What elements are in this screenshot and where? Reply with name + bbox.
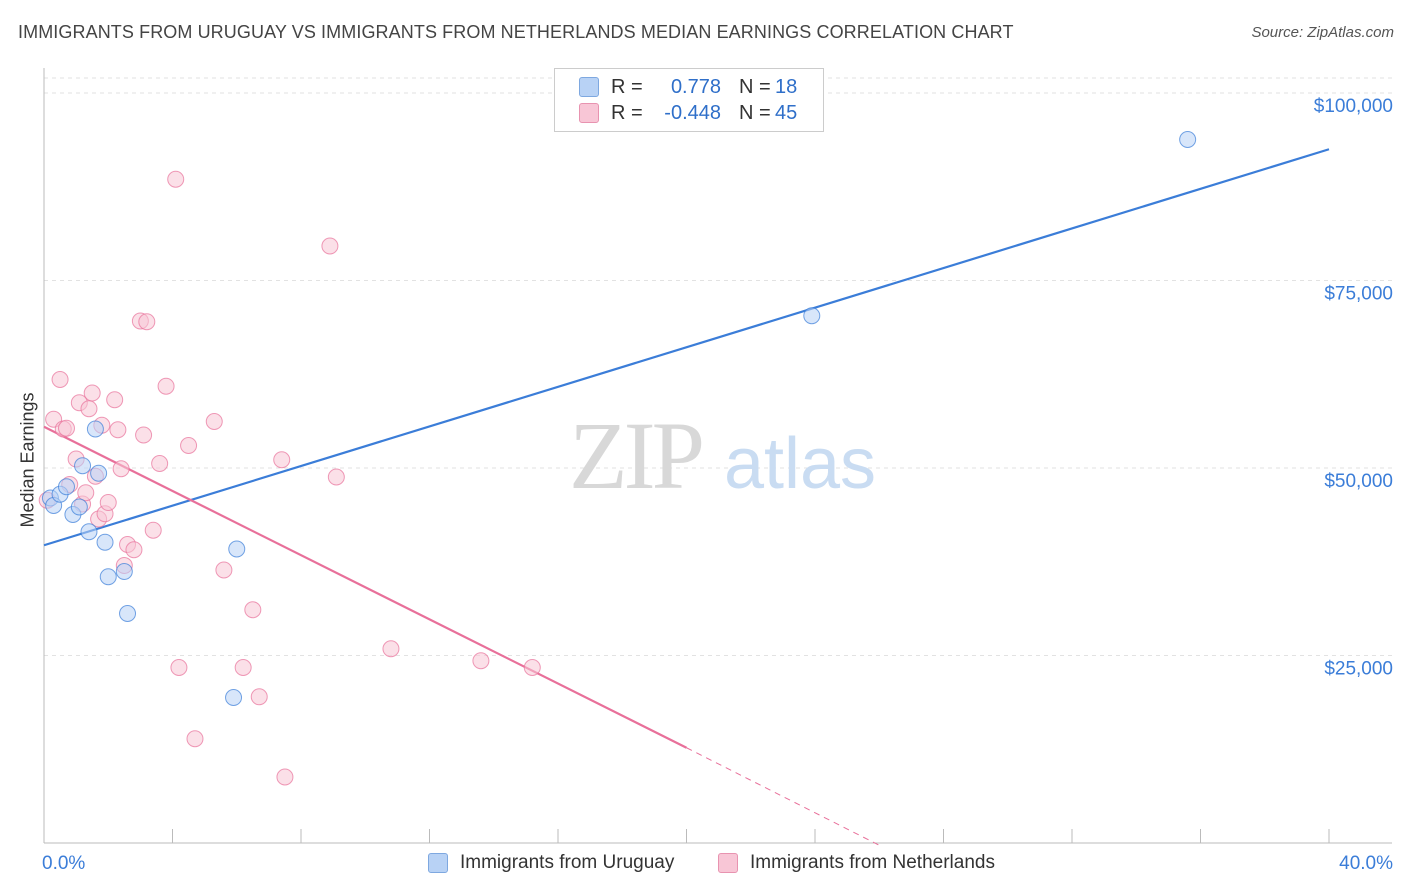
x-tick-label: 0.0%: [42, 853, 85, 874]
series-legend: Immigrants from Uruguay Immigrants from …: [0, 852, 1406, 878]
legend-n-label: N =: [739, 101, 771, 124]
trend-extension-netherlands: [686, 747, 880, 846]
data-point-netherlands: [106, 391, 124, 409]
y-axis-label: Median Earnings: [17, 392, 38, 528]
data-point-uruguay: [80, 523, 98, 541]
data-point-netherlands: [523, 659, 541, 676]
data-point-uruguay: [119, 605, 137, 622]
series-label-netherlands: Immigrants from Netherlands: [750, 852, 995, 873]
y-tick-label: $25,000: [1324, 659, 1393, 680]
series-label-uruguay: Immigrants from Uruguay: [460, 852, 675, 873]
trend-line-netherlands: [43, 425, 687, 749]
data-point-netherlands: [135, 426, 153, 444]
data-point-netherlands: [244, 601, 262, 619]
watermark-zip: ZIP: [569, 402, 702, 509]
legend-n-value: 45: [775, 101, 798, 124]
data-point-netherlands: [99, 494, 117, 511]
data-point-uruguay: [99, 568, 117, 586]
data-point-netherlands: [112, 460, 130, 478]
source-credit: Source: ZipAtlas.com: [1251, 24, 1394, 41]
data-point-netherlands: [250, 688, 268, 706]
data-point-netherlands: [321, 237, 339, 255]
tick-label-layer: $25,000 $50,000 $75,000 $100,000 0.0% 40.0%: [42, 96, 1393, 874]
data-point-netherlands: [80, 400, 98, 418]
y-tick-label: $50,000: [1324, 471, 1393, 492]
data-point-uruguay: [57, 478, 75, 496]
correlation-legend: R = 0.778 N = 18 R = -0.448 N = 45: [554, 68, 824, 132]
data-point-netherlands: [157, 377, 175, 395]
data-point-netherlands: [51, 371, 69, 388]
data-point-netherlands: [138, 313, 156, 331]
legend-r-label: R =: [611, 101, 643, 124]
watermark: ZIP atlas: [569, 402, 876, 509]
legend-swatch-netherlands: [579, 103, 599, 123]
data-point-netherlands: [234, 659, 252, 676]
series-legend-netherlands[interactable]: Immigrants from Netherlands: [718, 852, 995, 874]
data-point-uruguay: [90, 464, 108, 482]
data-point-netherlands: [215, 561, 233, 579]
data-point-uruguay: [228, 540, 246, 558]
data-point-uruguay: [225, 689, 243, 706]
data-point-uruguay: [86, 420, 104, 438]
data-point-netherlands: [57, 419, 75, 437]
data-point-netherlands: [273, 451, 291, 469]
legend-r-value: -0.448: [664, 101, 721, 124]
data-point-uruguay: [803, 307, 821, 325]
data-point-netherlands: [472, 652, 490, 670]
chart-title: IMMIGRANTS FROM URUGUAY VS IMMIGRANTS FR…: [18, 22, 1014, 42]
data-point-netherlands: [151, 455, 169, 472]
legend-swatch-uruguay: [579, 77, 599, 97]
data-point-netherlands: [144, 521, 162, 539]
data-point-netherlands: [167, 170, 185, 188]
trend-layer: [43, 148, 1330, 846]
data-point-uruguay: [96, 533, 114, 551]
data-point-netherlands: [109, 421, 127, 439]
y-tick-label: $100,000: [1314, 96, 1393, 117]
legend-n-value: 18: [775, 75, 798, 98]
x-tick-label: 40.0%: [1339, 853, 1393, 874]
data-point-netherlands: [180, 437, 198, 454]
axis-layer: [43, 68, 1392, 844]
data-point-netherlands: [205, 413, 223, 430]
data-point-netherlands: [125, 541, 143, 559]
data-point-netherlands: [77, 484, 95, 502]
legend-n-label: N =: [739, 75, 771, 98]
legend-row-uruguay: R = 0.778 N = 18: [555, 74, 797, 100]
series-swatch-netherlands: [718, 853, 738, 873]
data-point-netherlands: [276, 768, 294, 786]
data-point-netherlands: [382, 640, 400, 658]
points-layer: [38, 131, 1197, 786]
y-tick-label: $75,000: [1324, 284, 1393, 305]
grid-layer: [44, 77, 1392, 656]
legend-row-netherlands: R = -0.448 N = 45: [555, 100, 797, 126]
series-swatch-uruguay: [428, 853, 448, 873]
data-point-uruguay: [115, 563, 133, 580]
data-point-netherlands: [170, 659, 188, 676]
series-legend-uruguay[interactable]: Immigrants from Uruguay: [428, 852, 674, 874]
watermark-atlas: atlas: [724, 424, 876, 504]
data-point-uruguay: [1179, 131, 1197, 148]
legend-r-value: 0.778: [670, 75, 721, 98]
data-point-netherlands: [186, 730, 204, 748]
data-point-uruguay: [70, 498, 88, 516]
legend-r-label: R =: [611, 75, 643, 98]
data-point-netherlands: [327, 468, 345, 486]
trend-line-uruguay: [43, 148, 1330, 547]
data-point-netherlands: [83, 384, 101, 402]
data-point-uruguay: [74, 457, 92, 475]
